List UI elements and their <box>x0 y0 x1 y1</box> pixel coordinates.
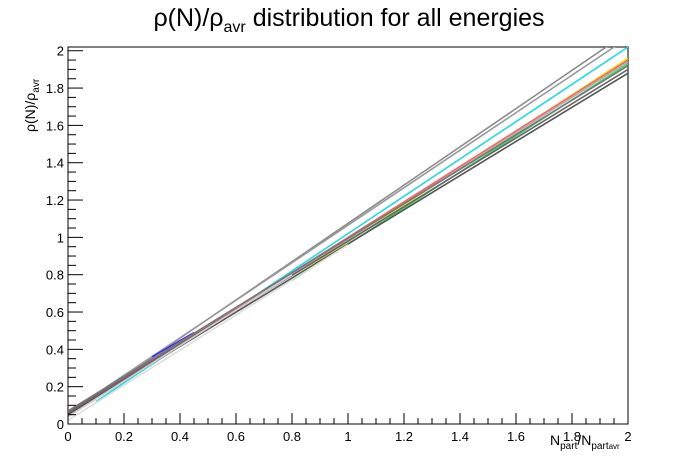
x-axis: 0 0.2 0.4 0.6 0.8 1 1.2 1.4 1.6 1.8 2 <box>64 413 632 444</box>
y-tick-label: 0.8 <box>46 268 64 283</box>
y-tick-label: 0.6 <box>46 305 64 320</box>
x-tick-label: 0.6 <box>227 429 245 444</box>
series-line-9 <box>68 64 628 412</box>
y-tick-label: 1.8 <box>46 81 64 96</box>
y-tick-label: 2 <box>57 44 64 59</box>
x-tick-label: 1.2 <box>395 429 413 444</box>
x-tick-label: 1.8 <box>563 429 581 444</box>
x-tick-label: 0.2 <box>115 429 133 444</box>
x-tick-label: 0 <box>64 429 71 444</box>
x-tick-label: 1.6 <box>507 429 525 444</box>
x-tick-label: 1.4 <box>451 429 469 444</box>
y-tick-label: 1 <box>57 230 64 245</box>
x-tick-label: 0.8 <box>283 429 301 444</box>
series-line-13 <box>68 274 293 418</box>
x-tick-label: 2 <box>624 429 631 444</box>
x-axis-label: Npart/Npartavr <box>550 432 620 452</box>
x-tick-label: 1 <box>344 429 351 444</box>
y-tick-label: 1.4 <box>46 156 64 171</box>
y-tick-label: 0.4 <box>46 342 64 357</box>
series-line-1 <box>68 47 616 414</box>
series-line-6 <box>151 331 195 358</box>
y-tick-label: 0.2 <box>46 380 64 395</box>
y-tick-label: 0 <box>57 417 64 432</box>
chart-title: ρ(N)/ρavr distribution for all energies <box>153 4 545 36</box>
y-axis: 0 0.2 0.4 0.6 0.8 1 1.2 1.4 1.6 1.8 2 <box>46 44 83 432</box>
y-tick-label: 1.6 <box>46 118 64 133</box>
series-line-10 <box>68 68 628 414</box>
series-line-12 <box>68 244 349 421</box>
x-tick-label: 0.4 <box>171 429 189 444</box>
y-tick-label: 1.2 <box>46 193 64 208</box>
series-layer <box>68 47 628 421</box>
y-axis-label: ρ(N)/ρavr <box>22 78 42 132</box>
